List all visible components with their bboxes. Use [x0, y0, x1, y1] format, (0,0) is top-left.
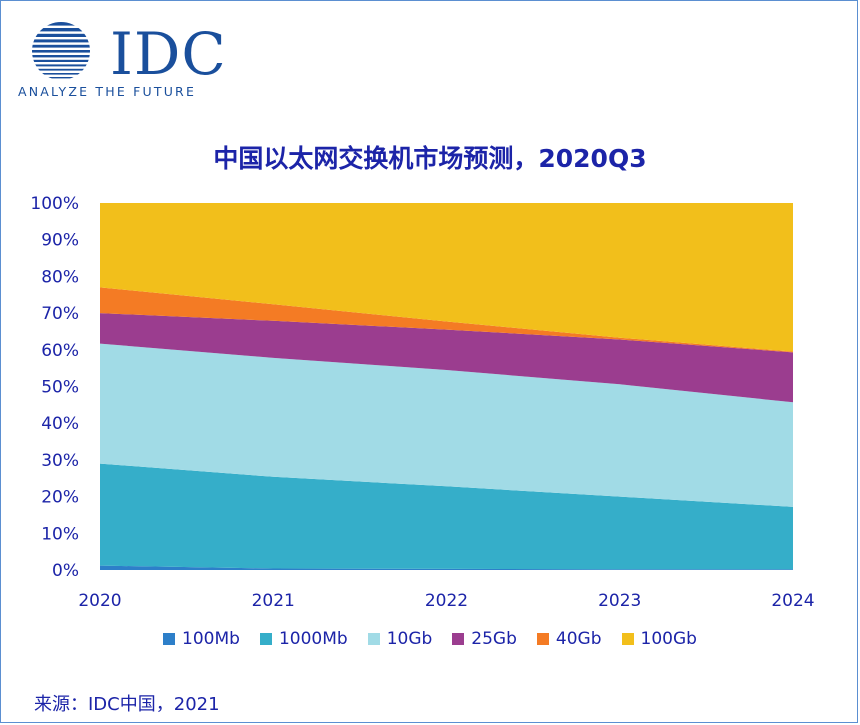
area-100gb [100, 203, 793, 352]
y-tick-label: 50% [41, 378, 79, 398]
legend-item-25gb: 25Gb [452, 629, 517, 649]
legend-label: 1000Mb [278, 629, 348, 649]
y-tick-label: 80% [41, 267, 79, 287]
x-tick-label: 2021 [252, 591, 295, 611]
y-axis-ticks: 0% 10% 20% 30% 40% 50% 60% 70% 80% 90% 100% [30, 194, 79, 581]
legend-item-100mb: 100Mb [163, 629, 240, 649]
legend-swatch [452, 633, 465, 645]
idc-logo: IDC ANALYZE THE FUTURE [14, 20, 227, 102]
legend-swatch [259, 633, 272, 645]
y-tick-label: 30% [41, 451, 79, 471]
area-1000mb [100, 463, 793, 570]
legend-item-100gb: 100Gb [621, 629, 697, 649]
y-tick-label: 60% [41, 341, 79, 361]
x-tick-label: 2020 [78, 591, 121, 611]
source-note: 来源：IDC中国，2021 [34, 694, 220, 715]
legend-swatch [621, 633, 634, 645]
area-25gb [100, 313, 793, 403]
x-tick-label: 2022 [425, 591, 468, 611]
y-tick-label: 70% [41, 304, 79, 324]
chart-title: 中国以太网交换机市场预测，2020Q3 [213, 144, 647, 173]
x-axis-ticks: 2020 2021 2022 2023 2024 [78, 591, 814, 611]
logo-tagline: ANALYZE THE FUTURE [18, 84, 197, 99]
legend-item-10gb: 10Gb [367, 629, 433, 649]
stacked-area-chart: 0%10%20%30%40%50%60%70%80%90%100% 2020 20… [30, 194, 814, 611]
y-tick-label: 10% [41, 524, 79, 544]
legend-item-1000mb: 1000Mb [259, 629, 348, 649]
legend-label: 100Gb [640, 629, 697, 649]
legend-label: 25Gb [471, 629, 517, 649]
legend-swatch [163, 633, 176, 645]
legend-swatch [367, 633, 380, 645]
y-tick-label: 100% [30, 194, 79, 214]
globe-icon [32, 22, 90, 79]
legend-label: 100Mb [182, 629, 240, 649]
legend-label: 40Gb [555, 629, 602, 649]
legend-item-40gb: 40Gb [536, 629, 602, 649]
y-tick-label: 0% [52, 561, 79, 581]
x-tick-label: 2023 [598, 591, 641, 611]
area-10gb [100, 343, 793, 507]
logo-wordmark: IDC [110, 20, 227, 88]
legend-swatch [536, 633, 549, 645]
y-tick-label: 20% [41, 488, 79, 508]
legend-label: 10Gb [386, 629, 433, 649]
area-100mb [100, 565, 793, 570]
x-tick-label: 2024 [771, 591, 814, 611]
y-tick-label: 40% [41, 414, 79, 434]
y-tick-label: 90% [41, 231, 79, 251]
chart-legend: 100Mb 1000Mb 10Gb 25Gb 40Gb 100Gb [0, 629, 860, 649]
area-series-group [100, 203, 793, 570]
